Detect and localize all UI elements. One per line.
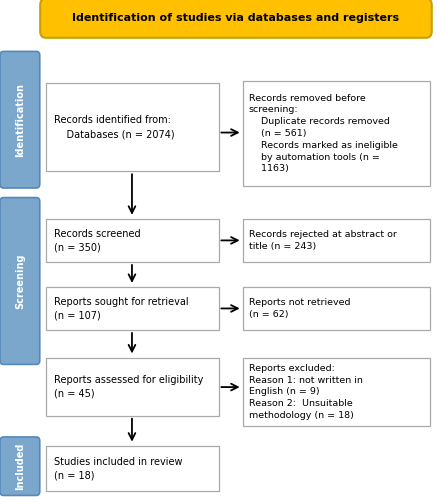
FancyBboxPatch shape bbox=[46, 287, 218, 330]
FancyBboxPatch shape bbox=[46, 358, 218, 416]
Text: Records identified from:
    Databases (n = 2074): Records identified from: Databases (n = … bbox=[54, 115, 174, 139]
FancyBboxPatch shape bbox=[243, 81, 430, 186]
Text: Identification of studies via databases and registers: Identification of studies via databases … bbox=[73, 13, 399, 23]
Text: Included: Included bbox=[15, 443, 25, 490]
FancyBboxPatch shape bbox=[46, 219, 218, 262]
FancyBboxPatch shape bbox=[243, 358, 430, 426]
Text: Reports not retrieved
(n = 62): Reports not retrieved (n = 62) bbox=[249, 298, 350, 319]
FancyBboxPatch shape bbox=[243, 287, 430, 330]
Text: Identification: Identification bbox=[15, 83, 25, 157]
Text: Screening: Screening bbox=[15, 253, 25, 309]
Text: Reports assessed for eligibility
(n = 45): Reports assessed for eligibility (n = 45… bbox=[54, 375, 203, 399]
FancyBboxPatch shape bbox=[0, 437, 40, 495]
Text: Studies included in review
(n = 18): Studies included in review (n = 18) bbox=[54, 457, 182, 481]
FancyBboxPatch shape bbox=[40, 0, 432, 38]
FancyBboxPatch shape bbox=[0, 51, 40, 188]
Text: Reports excluded:
Reason 1: not written in
English (n = 9)
Reason 2:  Unsuitable: Reports excluded: Reason 1: not written … bbox=[249, 364, 363, 420]
FancyBboxPatch shape bbox=[46, 83, 218, 171]
Text: Records rejected at abstract or
title (n = 243): Records rejected at abstract or title (n… bbox=[249, 230, 396, 251]
Text: Records screened
(n = 350): Records screened (n = 350) bbox=[54, 229, 140, 253]
Text: Records removed before
screening:
    Duplicate records removed
    (n = 561)
  : Records removed before screening: Duplic… bbox=[249, 94, 398, 173]
FancyBboxPatch shape bbox=[243, 219, 430, 262]
FancyBboxPatch shape bbox=[46, 446, 218, 491]
Text: Reports sought for retrieval
(n = 107): Reports sought for retrieval (n = 107) bbox=[54, 297, 188, 321]
FancyBboxPatch shape bbox=[0, 198, 40, 364]
